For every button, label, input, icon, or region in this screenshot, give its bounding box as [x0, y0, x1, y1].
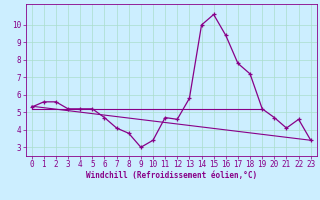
- X-axis label: Windchill (Refroidissement éolien,°C): Windchill (Refroidissement éolien,°C): [86, 171, 257, 180]
